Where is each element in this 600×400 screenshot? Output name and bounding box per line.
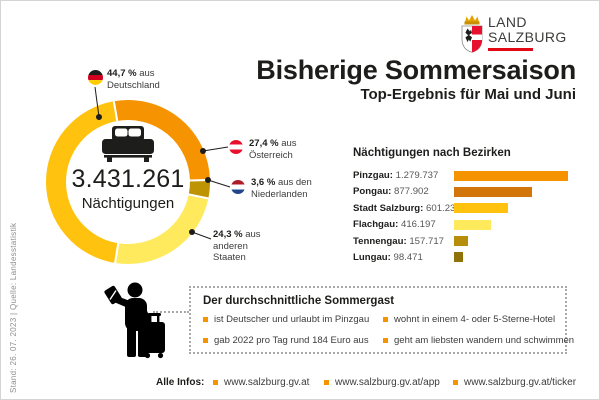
bar-label: Stadt Salzburg: 601.237 [353, 202, 461, 214]
logo-line-2: SALZBURG [488, 29, 567, 45]
infobox-title: Der durchschnittliche Sommergast [203, 295, 395, 307]
bar-label: Tennengau: 157.717 [353, 235, 445, 247]
square-bullet-icon [203, 317, 208, 322]
bar-label: Pinzgau: 1.279.737 [353, 170, 439, 181]
bar-rows: Pinzgau: 1.279.737 Pongau: 877.902 Stadt S… [353, 168, 581, 266]
bar-label: Lungau: 98.471 [353, 251, 423, 263]
pct-netherlands: 3,6 % [251, 177, 276, 188]
bar-Flachgau [454, 219, 492, 230]
netherlands-flag-icon [231, 180, 245, 194]
bullet-item-2: wohnt in einem 4- oder 5-Sterne-Hotel [383, 314, 574, 325]
bar-chart-title: Nächtigungen nach Bezirken [353, 147, 511, 159]
bullet-item-4: geht am liebsten wandern und schwimmen [383, 335, 574, 346]
source-note: Stand: 26. 07. 2023 | Quelle: Landesstat… [9, 222, 18, 393]
bed-icon [102, 126, 154, 162]
page-title: Bisherige Sommersaison [256, 55, 576, 85]
pct-germany: 44,7 % [107, 68, 137, 79]
donut-center: 3.431.261 Nächtigungen [48, 164, 208, 213]
page-subtitle: Top-Ergebnis für Mai und Juni [360, 86, 576, 103]
bar-row-Flachgau: Flachgau: 416.197 [353, 217, 581, 233]
bar-row-Pongau: Pongau: 877.902 [353, 184, 581, 200]
pct-other: 24,3 % [213, 229, 243, 240]
bar-Pongau [454, 186, 533, 197]
bar-Lungau [454, 252, 463, 263]
text-austria: aus Österreich [249, 138, 297, 161]
bar-row-Pinzgau: Pinzgau: 1.279.737 [353, 168, 581, 184]
link-salzburg-gv-at-ticker[interactable]: www.salzburg.gv.at/ticker [453, 377, 576, 388]
total-nights-label: Nächtigungen [81, 195, 175, 212]
footer-label: Alle Infos: [156, 377, 205, 388]
square-bullet-icon [213, 380, 218, 385]
average-guest-infobox: Der durchschnittliche Sommergast ist Deu… [189, 286, 574, 354]
bullet-item-1: ist Deutscher und urlaubt im Pinzgau [203, 314, 383, 325]
square-bullet-icon [383, 338, 388, 343]
germany-flag-icon [88, 70, 103, 85]
bar-label: Flachgau: 416.197 [353, 219, 436, 231]
infobox-bullets: ist Deutscher und urlaubt im Pinzgau woh… [203, 314, 574, 346]
square-bullet-icon [324, 380, 329, 385]
bar-row-Lungau: Lungau: 98.471 [353, 250, 581, 266]
bar-Stadt Salzburg [454, 203, 508, 214]
text-germany: aus Deutschland [107, 68, 160, 91]
total-nights-value: 3.431.261 [71, 165, 185, 193]
austria-flag-icon [229, 140, 243, 154]
pct-austria: 27,4 % [249, 138, 279, 149]
bar-row-Stadt Salzburg: Stadt Salzburg: 601.237 [353, 201, 581, 217]
square-bullet-icon [203, 338, 208, 343]
bullet-item-3: gab 2022 pro Tag rund 184 Euro aus [203, 335, 383, 346]
traveller-icon [104, 282, 165, 359]
bar-row-Tennengau: Tennengau: 157.717 [353, 234, 581, 250]
district-bar-chart: Nächtigungen nach Bezirken Pinzgau: 1.27… [353, 147, 581, 266]
bar-label: Pongau: 877.902 [353, 186, 429, 198]
link-salzburg-gv-at-app[interactable]: www.salzburg.gv.at/app [324, 377, 440, 388]
salzburg-crest-icon [461, 15, 483, 53]
donut-segment-Deutschland [44, 99, 120, 266]
link-salzburg-gv-at[interactable]: www.salzburg.gv.at [213, 377, 309, 388]
label-germany: 44,7 % aus Deutschland [107, 68, 173, 91]
label-austria: 27,4 % aus Österreich [249, 138, 329, 161]
bar-Pinzgau [454, 170, 568, 181]
text-netherlands: aus den Niederlanden [251, 177, 312, 200]
logo-text: LAND SALZBURG [488, 15, 567, 45]
square-bullet-icon [383, 317, 388, 322]
dotted-connector [153, 311, 189, 313]
logo-line-1: LAND [488, 14, 527, 30]
label-other-states: 24,3 % aus anderen Staaten [213, 229, 273, 264]
label-netherlands: 3,6 % aus den Niederlanden [251, 177, 339, 200]
square-bullet-icon [453, 380, 458, 385]
text-other: aus anderen Staaten [213, 229, 261, 263]
bar-Tennengau [454, 236, 468, 247]
logo-red-underline [488, 48, 533, 51]
